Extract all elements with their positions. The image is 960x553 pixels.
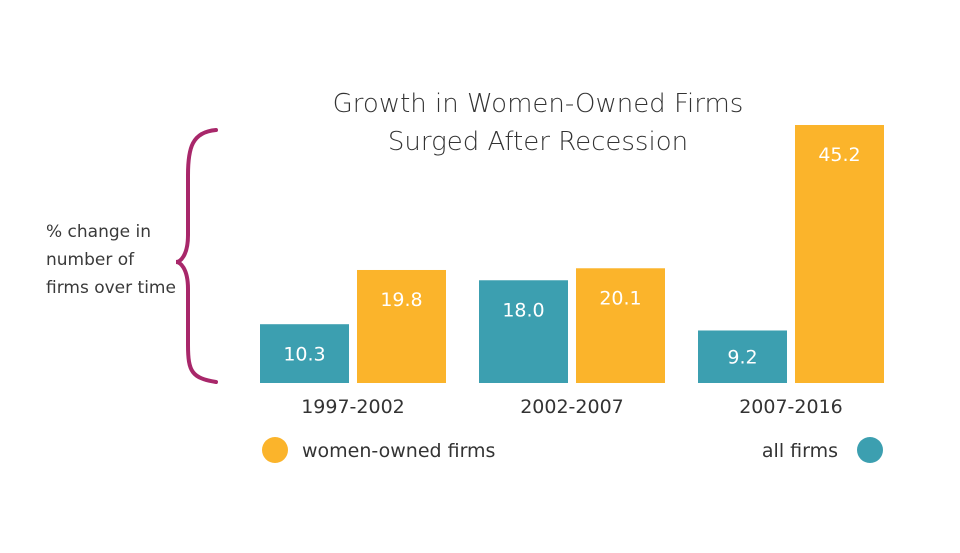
bar-all-firms-2007-2016 xyxy=(698,330,787,383)
legend-marker-women-owned xyxy=(262,437,288,463)
x-tick-label-2007-2016: 2007-2016 xyxy=(739,396,843,418)
y-axis-label-line-1: % change in xyxy=(46,222,151,242)
y-axis-label-line-2: number of xyxy=(46,250,135,270)
legend-marker-all-firms xyxy=(857,437,883,463)
value-label-women-owned-firms-1997-2002: 19.8 xyxy=(380,289,422,311)
value-label-all-firms-2007-2016: 9.2 xyxy=(727,347,757,369)
value-label-women-owned-firms-2002-2007: 20.1 xyxy=(599,287,641,309)
legend: women-owned firms all firms xyxy=(262,437,883,463)
bar-women-owned-firms-1997-2002 xyxy=(357,269,446,383)
chart-title-line-1: Growth in Women-Owned Firms xyxy=(333,89,744,119)
chart-title-line-2: Surged After Recession xyxy=(388,127,688,157)
x-tick-labels-group: 1997-2002 2002-2007 2007-2016 xyxy=(301,396,843,418)
x-tick-label-1997-2002: 1997-2002 xyxy=(301,396,405,418)
bars-group xyxy=(260,125,884,383)
value-labels-group: 10.3 19.8 18.0 20.1 9.2 45.2 xyxy=(283,144,860,369)
y-axis-label-line-3: firms over time xyxy=(46,278,176,298)
bar-all-firms-1997-2002 xyxy=(260,324,349,383)
legend-label-all-firms: all firms xyxy=(762,440,838,462)
bar-women-owned-firms-2007-2016 xyxy=(795,125,884,383)
x-tick-label-2002-2007: 2002-2007 xyxy=(520,396,624,418)
chart-title: Growth in Women-Owned Firms Surged After… xyxy=(333,89,744,157)
value-label-all-firms-2002-2007: 18.0 xyxy=(502,299,544,321)
value-label-women-owned-firms-2007-2016: 45.2 xyxy=(818,144,860,166)
y-axis-label: % change in number of firms over time xyxy=(46,222,176,298)
bar-women-owned-firms-2002-2007 xyxy=(576,268,665,383)
curly-brace-icon xyxy=(175,128,218,384)
legend-label-women-owned: women-owned firms xyxy=(302,440,495,462)
value-label-all-firms-1997-2002: 10.3 xyxy=(283,344,325,366)
bar-all-firms-2002-2007 xyxy=(479,280,568,383)
